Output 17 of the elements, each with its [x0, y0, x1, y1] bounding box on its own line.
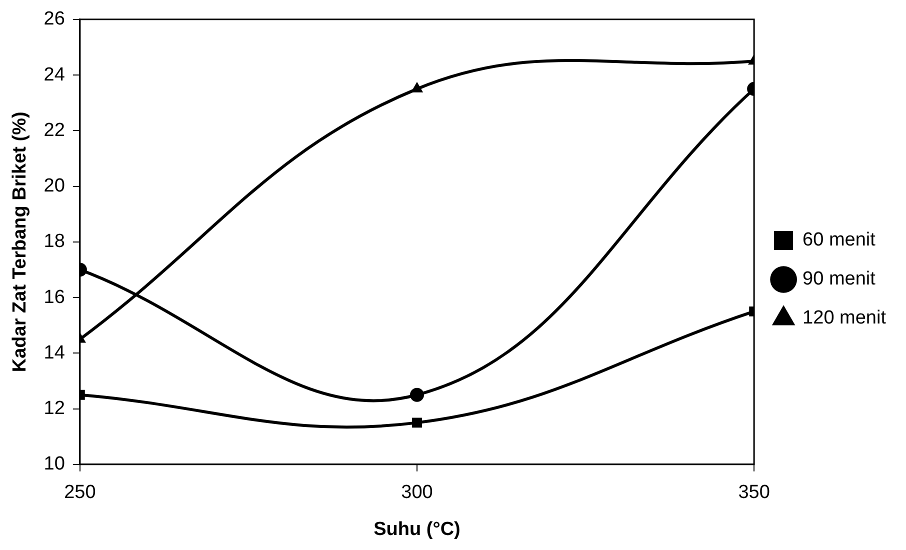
x-axis-title: Suhu (°C)	[374, 518, 460, 540]
y-tick-label: 10	[44, 454, 65, 475]
y-tick-label: 18	[44, 231, 65, 252]
x-tick-label: 250	[64, 482, 96, 504]
y-tick-label: 24	[44, 64, 66, 86]
legend-label: 120 menit	[802, 308, 887, 329]
x-tick-label: 300	[401, 482, 433, 504]
y-tick-label: 22	[44, 120, 65, 141]
y-tick-label: 14	[44, 342, 66, 364]
x-tick-label: 350	[738, 482, 770, 504]
y-tick-label: 16	[44, 286, 65, 308]
y-tick-label: 12	[44, 398, 65, 420]
y-tick-label: 20	[44, 176, 65, 197]
legend-label: 90 menit	[802, 268, 876, 290]
y-tick-label: 26	[44, 8, 65, 30]
y-axis-title: Kadar Zat Terbang Briket (%)	[10, 112, 31, 372]
legend-label: 60 menit	[802, 230, 876, 251]
